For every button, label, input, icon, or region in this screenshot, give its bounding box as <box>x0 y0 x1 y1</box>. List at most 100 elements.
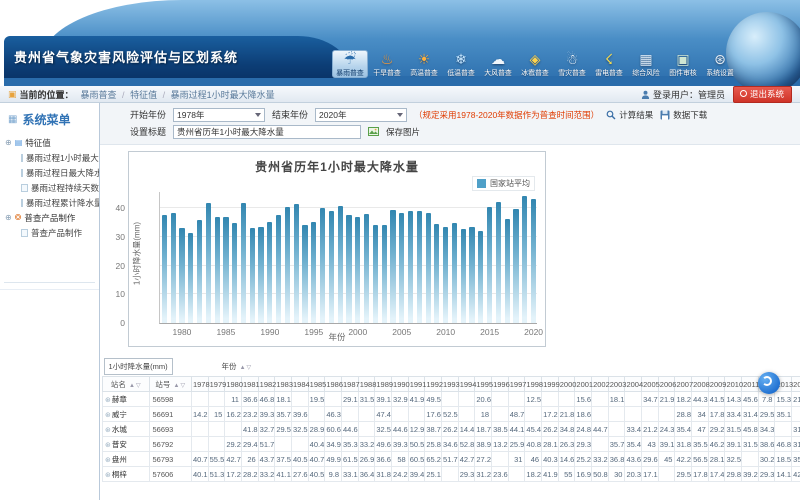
value-cell: 21.3 <box>792 392 800 407</box>
row-expand-icon[interactable]: ⊛ <box>105 472 111 479</box>
value-cell: 18.1 <box>275 392 292 407</box>
floating-plugin-icon[interactable] <box>758 372 780 394</box>
y-tick-label: 0 <box>120 318 125 328</box>
value-cell: 56.5 <box>692 452 709 467</box>
row-expand-icon[interactable]: ⊛ <box>105 412 111 419</box>
tree-node[interactable]: ⊕ ▤ 特征值 <box>5 135 99 150</box>
chart-legend: 国家站平均 <box>472 176 535 191</box>
tree-leaf[interactable]: 普查产品制作 <box>5 225 99 240</box>
tree-leaf[interactable]: 暴雨过程日最大降水量 <box>5 165 99 180</box>
tree-node[interactable]: ⊕ ❂ 普查产品制作 <box>5 210 99 225</box>
row-expand-icon[interactable]: ⊛ <box>105 457 111 464</box>
col-header-year[interactable]: 1979 <box>208 377 225 392</box>
col-header-year[interactable]: 1993 <box>442 377 459 392</box>
tree-leaf[interactable]: 暴雨过程1小时最大降水量 <box>5 150 99 165</box>
col-header-station-name[interactable]: 站名 ▲▽ <box>103 377 150 392</box>
col-header-year[interactable]: 1996 <box>492 377 509 392</box>
col-header-year[interactable]: 1982 <box>258 377 275 392</box>
nav-item-snow-survey[interactable]: ☃ 雪灾普查 <box>554 50 590 78</box>
col-header-year[interactable]: 1998 <box>525 377 542 392</box>
download-button[interactable]: 数据下载 <box>660 109 707 121</box>
col-header-year[interactable]: 2011 <box>742 377 759 392</box>
sort-desc-icon[interactable]: ▽ <box>247 365 252 371</box>
col-header-year[interactable]: 1985 <box>308 377 325 392</box>
col-header-station-id[interactable]: 站号 ▲▽ <box>149 377 191 392</box>
col-header-year[interactable]: 1997 <box>508 377 525 392</box>
col-header-year[interactable]: 2007 <box>675 377 692 392</box>
col-header-year[interactable]: 1992 <box>425 377 442 392</box>
legend-swatch <box>477 179 486 188</box>
sort-asc-icon[interactable]: ▲ <box>173 383 179 389</box>
breadcrumb-link[interactable]: 暴雨过程1小时最大降水量 <box>171 90 275 100</box>
bar-1978 <box>162 215 167 323</box>
col-header-year[interactable]: 1991 <box>408 377 425 392</box>
value-cell: 32.5 <box>292 422 309 437</box>
row-expand-icon[interactable]: ⊛ <box>105 397 111 404</box>
col-header-year[interactable]: 2009 <box>708 377 725 392</box>
col-header-year[interactable]: 2005 <box>642 377 659 392</box>
nav-item-system-settings[interactable]: ⊛ 系统设置 <box>702 50 738 78</box>
value-cell: 25.8 <box>425 437 442 452</box>
nav-item-hail-survey[interactable]: ◈ 冰雹普查 <box>517 50 553 78</box>
value-cell: 18.6 <box>575 407 592 422</box>
col-header-year[interactable]: 1989 <box>375 377 392 392</box>
expand-icon[interactable]: ⊕ <box>5 138 12 147</box>
col-header-year[interactable]: 1984 <box>292 377 309 392</box>
col-header-year[interactable]: 2010 <box>725 377 742 392</box>
nav-item-low-temp-survey[interactable]: ❄ 低温普查 <box>443 50 479 78</box>
column-field-year[interactable]: 年份 ▲▽ <box>191 357 800 377</box>
col-header-year[interactable]: 1995 <box>475 377 492 392</box>
col-header-year[interactable]: 2002 <box>592 377 609 392</box>
col-header-year[interactable]: 2003 <box>608 377 625 392</box>
save-image-button[interactable]: 保存图片 <box>386 126 420 138</box>
value-cell: 23.6 <box>492 467 509 482</box>
breadcrumb-link[interactable]: 特征值 <box>130 90 157 100</box>
value-cell <box>208 422 225 437</box>
col-header-year[interactable]: 2004 <box>625 377 642 392</box>
nav-item-high-temp-survey[interactable]: ☀ 高温普查 <box>406 50 442 78</box>
station-name-cell: ⊛威宁 <box>103 407 150 422</box>
value-cell: 9.8 <box>325 467 342 482</box>
value-cell: 31.5 <box>742 437 759 452</box>
calculate-button[interactable]: 计算结果 <box>606 109 653 121</box>
tree-leaf[interactable]: 暴雨过程累计降水量 <box>5 195 99 210</box>
col-header-year[interactable]: 1978 <box>191 377 208 392</box>
sort-desc-icon[interactable]: ▽ <box>136 383 141 389</box>
col-header-year[interactable]: 2008 <box>692 377 709 392</box>
col-header-year[interactable]: 1990 <box>392 377 409 392</box>
nav-item-comprehensive-risk[interactable]: ▦ 综合风险 <box>628 50 664 78</box>
col-header-year[interactable]: 1994 <box>458 377 475 392</box>
sort-asc-icon[interactable]: ▲ <box>129 383 135 389</box>
nav-item-map-review[interactable]: ▣ 图件审核 <box>665 50 701 78</box>
col-header-year[interactable]: 1988 <box>358 377 375 392</box>
value-cell: 34 <box>692 407 709 422</box>
end-year-select[interactable]: 2020年 <box>315 108 407 122</box>
nav-item-wind-survey[interactable]: ☁ 大风普查 <box>480 50 516 78</box>
breadcrumb-link[interactable]: 暴雨普查 <box>81 90 117 100</box>
col-header-year[interactable]: 1986 <box>325 377 342 392</box>
sort-asc-icon[interactable]: ▲ <box>240 365 246 371</box>
value-cell: 47.4 <box>375 407 392 422</box>
col-header-year[interactable]: 2014 <box>792 377 800 392</box>
chart-title-input[interactable] <box>173 125 361 139</box>
col-header-year[interactable]: 1980 <box>225 377 242 392</box>
sort-desc-icon[interactable]: ▽ <box>180 383 185 389</box>
table-row: ⊛赫章 565981136.646.818.119.529.131.539.13… <box>103 392 800 407</box>
col-header-year[interactable]: 2001 <box>575 377 592 392</box>
nav-item-drought-survey[interactable]: ♨ 干旱普查 <box>369 50 405 78</box>
nav-item-rainstorm-survey[interactable]: ☔ 暴雨普查 <box>332 50 368 78</box>
tree-leaf[interactable]: 暴雨过程持续天数 <box>5 180 99 195</box>
row-expand-icon[interactable]: ⊛ <box>105 427 111 434</box>
row-expand-icon[interactable]: ⊛ <box>105 442 111 449</box>
expand-icon[interactable]: ⊕ <box>5 213 12 222</box>
nav-item-lightning-survey[interactable]: ☇ 雷电普查 <box>591 50 627 78</box>
bar-1986 <box>232 223 237 323</box>
col-header-year[interactable]: 1981 <box>241 377 258 392</box>
col-header-year[interactable]: 1987 <box>342 377 359 392</box>
col-header-year[interactable]: 1983 <box>275 377 292 392</box>
col-header-year[interactable]: 1999 <box>542 377 559 392</box>
col-header-year[interactable]: 2006 <box>658 377 675 392</box>
logout-button[interactable]: 退出系统 <box>733 86 792 103</box>
start-year-select[interactable]: 1978年 <box>173 108 265 122</box>
col-header-year[interactable]: 2000 <box>558 377 575 392</box>
